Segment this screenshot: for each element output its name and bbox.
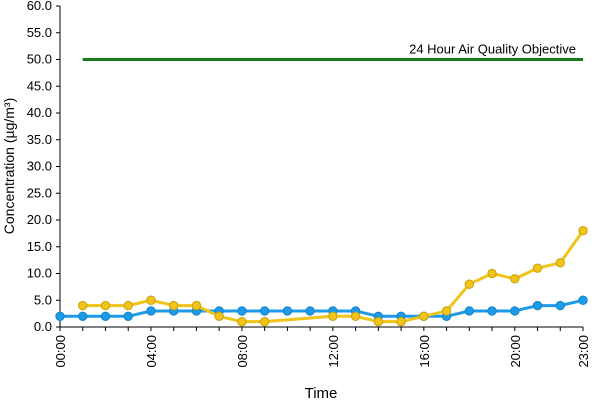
data-point [373, 316, 384, 327]
data-point [419, 311, 429, 321]
data-point [510, 274, 520, 284]
data-point [168, 300, 179, 311]
data-point [464, 306, 475, 316]
x-axis-label: Time [305, 385, 338, 400]
data-point [123, 311, 133, 321]
data-point [328, 311, 338, 321]
y-tick-label: 30.0 [27, 159, 52, 174]
data-point [487, 268, 497, 279]
y-tick-label: 50.0 [27, 52, 52, 67]
data-point [146, 306, 156, 316]
y-tick-label: 35.0 [27, 132, 52, 147]
y-tick-label: 20.0 [27, 212, 52, 227]
y-tick-label: 25.0 [27, 185, 52, 200]
data-point [146, 295, 156, 305]
x-tick-label: 04:00 [144, 335, 159, 368]
x-tick-label: 23:00 [576, 335, 591, 368]
data-point [237, 316, 247, 327]
x-tick-label: 12:00 [326, 335, 341, 368]
y-tick-label: 45.0 [27, 78, 52, 93]
data-point [282, 306, 293, 316]
data-point [100, 311, 111, 321]
y-tick-label: 15.0 [27, 239, 52, 254]
y-tick-label: 60.0 [27, 0, 52, 13]
data-point [510, 306, 520, 316]
data-point [555, 258, 565, 268]
y-tick-label: 5.0 [34, 292, 52, 307]
objective-label: 24 Hour Air Quality Objective [409, 42, 576, 57]
data-point [259, 306, 270, 316]
y-tick-label: 0.0 [34, 319, 52, 334]
data-point [305, 306, 315, 316]
y-tick-label: 10.0 [27, 266, 52, 281]
data-point [578, 295, 588, 305]
data-point [555, 300, 565, 311]
data-point [214, 311, 224, 321]
data-point [487, 306, 497, 316]
data-point [350, 311, 361, 321]
data-point [55, 311, 65, 321]
data-point [237, 306, 247, 316]
y-axis-label: Concentration (µg/m³) [1, 98, 17, 234]
data-point [464, 279, 475, 289]
data-point [78, 311, 88, 321]
objective-line-group: 24 Hour Air Quality Objective [82, 42, 583, 61]
x-axis: 00:00 04:00 08:00 12:00 16:00 20:00 23:00 [53, 326, 591, 368]
x-tick-label: 20:00 [508, 335, 523, 368]
data-point [578, 226, 588, 236]
x-tick-label: 16:00 [417, 335, 432, 368]
data-point [123, 300, 133, 311]
series-group [55, 226, 588, 327]
x-tick-label: 00:00 [53, 335, 68, 368]
y-tick-label: 55.0 [27, 25, 52, 40]
data-point [259, 316, 270, 327]
series-1 [78, 226, 588, 327]
y-axis: 0.0 5.0 10.0 15.0 20.0 25.0 30.0 35.0 40.0 45.0 50… [27, 0, 61, 334]
data-point [191, 300, 202, 311]
data-point [78, 300, 88, 311]
data-point [396, 316, 406, 327]
data-point [441, 306, 452, 316]
x-tick-label: 08:00 [235, 335, 250, 368]
data-point [532, 300, 543, 311]
y-tick-label: 40.0 [27, 105, 52, 120]
data-point [532, 263, 543, 273]
data-point [100, 300, 111, 311]
